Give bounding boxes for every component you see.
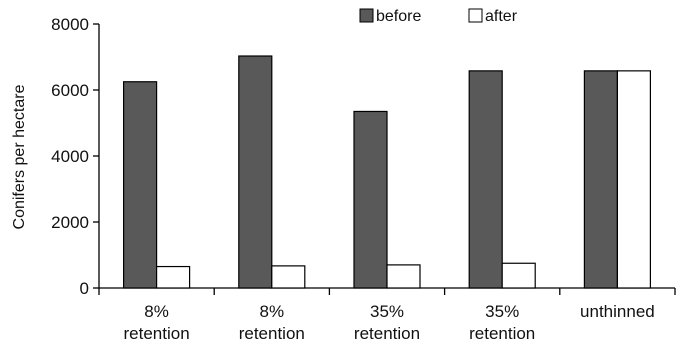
bar-after <box>271 265 306 289</box>
y-tick-label: 8000 <box>51 15 89 34</box>
bar-after <box>386 264 421 289</box>
x-category-label: unthinned <box>580 302 655 321</box>
legend-label-before: before <box>376 8 421 25</box>
x-category-label: retention <box>124 324 190 343</box>
plot-area: 0 2000 4000 6000 8000 8% retention 8% retention 3… <box>51 15 676 343</box>
y-tick-label: 6000 <box>51 81 89 100</box>
x-category-label: 8% <box>260 302 285 321</box>
bar-before <box>468 70 503 289</box>
y-tick-label: 0 <box>80 279 89 298</box>
legend-swatch-before <box>359 8 374 23</box>
y-axis-title: Conifers per hectare <box>11 84 28 229</box>
bar-after <box>616 70 652 289</box>
y-tick-label: 4000 <box>51 147 89 166</box>
bar-before <box>353 110 388 289</box>
x-category-label: 8% <box>144 302 169 321</box>
bar-before <box>122 81 158 289</box>
x-category-label: 35% <box>370 302 404 321</box>
legend-label-after: after <box>485 8 518 25</box>
y-tick-label: 2000 <box>51 213 89 232</box>
x-category-label: retention <box>239 324 305 343</box>
bar-before <box>238 55 273 289</box>
bar-after <box>501 262 536 289</box>
bar-before <box>583 70 619 289</box>
x-category-label: retention <box>469 324 535 343</box>
x-category-label: retention <box>354 324 420 343</box>
bar-after <box>156 265 191 289</box>
legend-swatch-after <box>468 8 483 23</box>
x-category-label: 35% <box>485 302 519 321</box>
legend: before after <box>359 8 518 25</box>
